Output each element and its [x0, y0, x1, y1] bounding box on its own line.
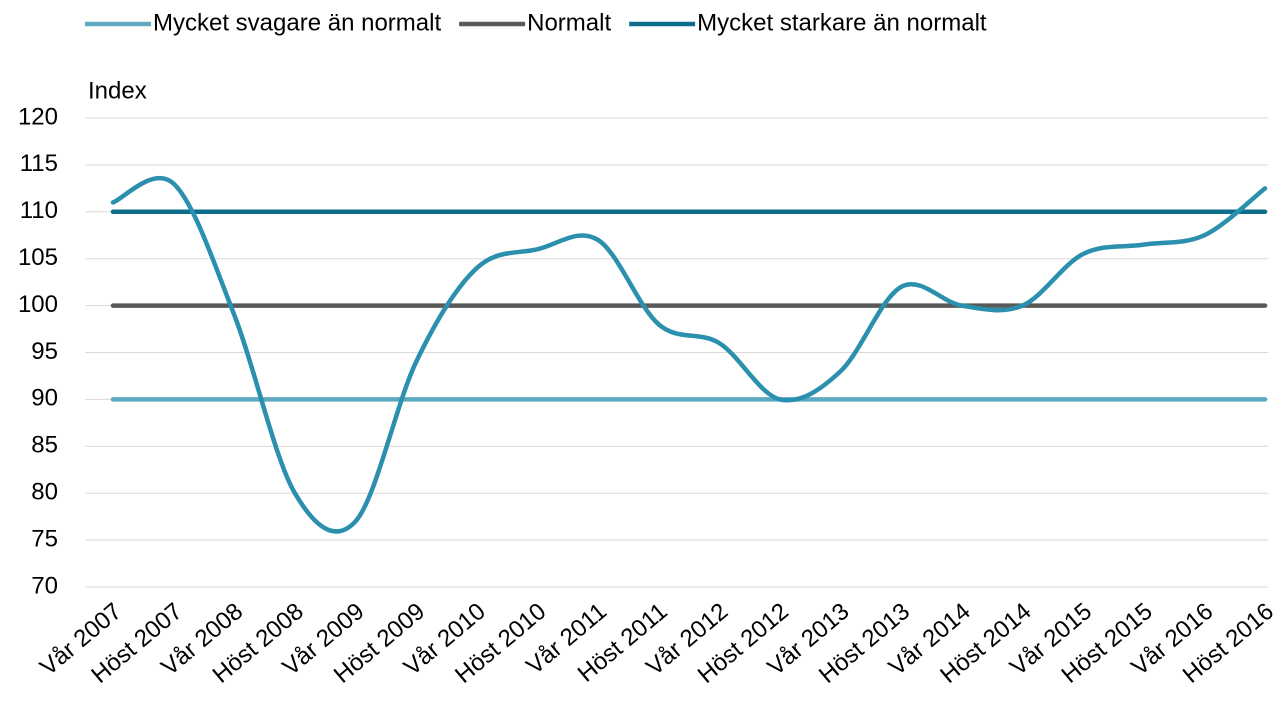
data-line [110, 175, 1268, 534]
y-tick-label: 115 [20, 150, 58, 177]
legend-label: Normalt [527, 9, 611, 36]
y-tick-label: 70 [31, 572, 58, 599]
y-tick-label: 105 [18, 244, 58, 271]
y-tick-label: 95 [31, 338, 58, 365]
y-tick-label: 85 [31, 432, 58, 459]
y-tick-label: 110 [20, 197, 58, 224]
y-tick-label: 120 [18, 103, 58, 130]
y-tick-label: 75 [31, 525, 58, 552]
y-tick-label: 100 [18, 291, 58, 318]
legend-label: Mycket svagare än normalt [153, 9, 441, 36]
y-tick-label: 90 [31, 385, 58, 412]
y-axis-label: Index [88, 77, 147, 104]
y-tick-label: 80 [31, 479, 58, 506]
legend-label: Mycket starkare än normalt [697, 9, 987, 36]
